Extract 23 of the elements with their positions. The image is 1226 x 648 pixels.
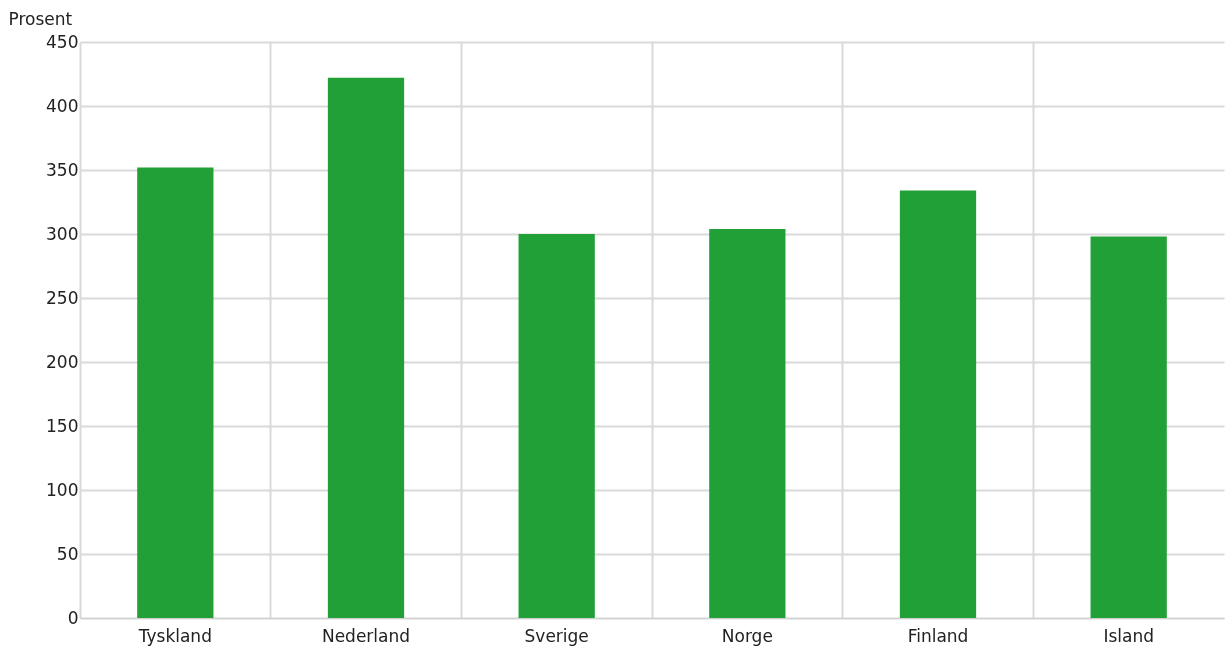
y-tick-label: 150 <box>46 415 79 436</box>
y-tick-label: 300 <box>46 223 79 244</box>
y-tick-label: 100 <box>46 479 79 500</box>
bar <box>709 228 786 618</box>
x-tick-label: Tyskland <box>137 625 212 646</box>
y-axis-title: Prosent <box>8 8 73 29</box>
y-tick-label: 200 <box>46 351 79 372</box>
bar <box>1090 236 1167 618</box>
x-tick-label: Finland <box>907 625 969 646</box>
y-tick-label: 0 <box>67 607 79 628</box>
x-tick-label: Island <box>1103 625 1154 646</box>
y-tick-label: 400 <box>46 95 79 116</box>
x-tick-label: Nederland <box>321 625 411 646</box>
x-tick-label: Norge <box>721 625 773 646</box>
x-tick-label: Sverige <box>524 625 589 646</box>
y-tick-label: 450 <box>46 31 79 52</box>
y-tick-label: 350 <box>46 159 79 180</box>
bar <box>327 77 405 618</box>
bar <box>518 234 595 618</box>
y-tick-label: 50 <box>56 543 79 564</box>
bar <box>137 167 214 618</box>
bar <box>899 190 977 618</box>
y-tick-label: 250 <box>46 287 79 308</box>
